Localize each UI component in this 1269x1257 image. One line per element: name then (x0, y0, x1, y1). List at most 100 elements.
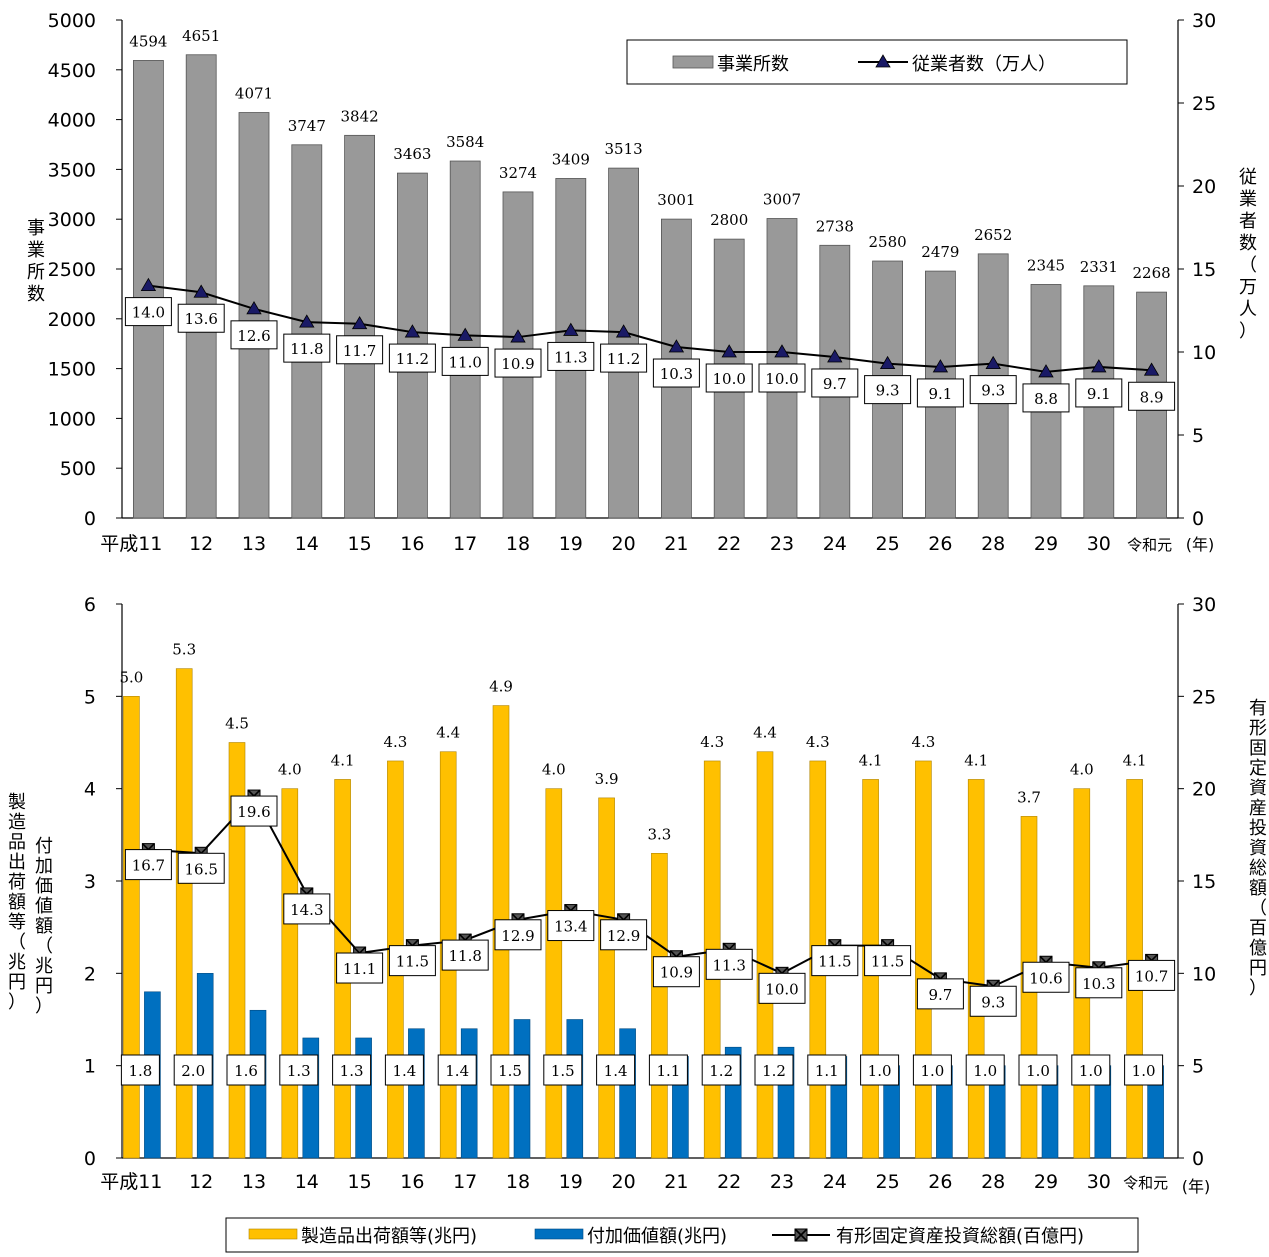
y-left-tick-label: 2 (84, 963, 96, 985)
value-added-label-box (912, 1054, 952, 1086)
bar-value-added (619, 1028, 636, 1159)
employees-label-box (441, 346, 489, 376)
value-added-label-box (490, 1054, 530, 1086)
employees-value-label: 9.3 (876, 382, 900, 400)
y-left-axis-title: 事業所数 (27, 218, 45, 305)
investment-value-label: 11.5 (871, 953, 904, 971)
investment-label-box (230, 795, 278, 827)
shipments-value-label: 4.3 (806, 733, 830, 751)
y-right-tick-label: 25 (1192, 686, 1216, 708)
value-added-value-label: 1.4 (392, 1062, 416, 1080)
value-added-label-box (384, 1054, 424, 1086)
value-added-label-box (754, 1054, 794, 1086)
value-added-label-box (279, 1054, 319, 1086)
x-tick-label: 14 (295, 1171, 319, 1193)
bar-shipments (281, 788, 299, 1159)
investment-value-label: 13.4 (554, 918, 587, 936)
x-tick-label: 24 (823, 1171, 847, 1193)
point-employees (985, 355, 1001, 370)
point-employees (404, 324, 421, 338)
legend-label-establishments: 事業所数 (717, 54, 789, 75)
shipments-value-label: 4.4 (436, 724, 460, 742)
employees-value-label: 8.8 (1034, 390, 1058, 408)
x-tick-label: 26 (928, 533, 952, 555)
employees-value-label: 10.9 (501, 355, 534, 373)
investment-value-label: 12.9 (607, 927, 640, 945)
bar-value-label: 4651 (182, 27, 220, 45)
bar-shipments (598, 797, 615, 1159)
value-added-label-box (1018, 1054, 1058, 1086)
investment-value-label: 9.3 (981, 993, 1005, 1011)
bar-value-label: 3007 (763, 191, 801, 209)
bar-establishments (608, 167, 639, 519)
y-left-tick-label: 3000 (48, 209, 96, 231)
investment-label-box (336, 952, 384, 984)
bar-shipments (651, 852, 668, 1159)
bar-value-label: 3747 (288, 117, 326, 135)
x-tick-label: 17 (453, 533, 477, 555)
x-tick-label: 25 (876, 1171, 900, 1193)
point-employees (668, 339, 685, 353)
value-added-value-label: 1.5 (498, 1062, 522, 1080)
shipments-value-label: 4.0 (542, 761, 566, 779)
value-added-value-label: 1.1 (656, 1062, 680, 1080)
investment-label-box (705, 948, 753, 980)
value-added-value-label: 1.0 (1132, 1062, 1156, 1080)
x-tick-label: 26 (928, 1171, 952, 1193)
x-tick-label: 22 (717, 533, 741, 555)
investment-value-label: 11.3 (712, 956, 745, 974)
y-right-tick-label: 20 (1192, 176, 1216, 198)
investment-value-label: 14.3 (290, 901, 323, 919)
value-added-value-label: 1.2 (762, 1062, 786, 1080)
x-tick-label: 平成11 (100, 533, 162, 555)
x-tick-label: 15 (348, 1171, 372, 1193)
employees-label-box (758, 363, 806, 393)
x-tick-label: 21 (664, 533, 688, 555)
y-left-tick-label: 4500 (48, 60, 96, 82)
value-added-value-label: 1.0 (920, 1062, 944, 1080)
y-left-tick-label: 3 (84, 871, 96, 893)
value-added-value-label: 2.0 (181, 1062, 205, 1080)
y-right-axis-title: 従業者数（万人） (1239, 167, 1257, 342)
investment-label-box (652, 956, 700, 988)
investment-label-box (916, 978, 964, 1010)
value-added-label-box (120, 1054, 160, 1086)
employees-label-box (336, 335, 384, 365)
investment-value-label: 10.3 (1082, 975, 1115, 993)
value-added-value-label: 1.6 (234, 1062, 258, 1080)
y-left-tick-label: 6 (84, 594, 96, 616)
shipments-value-label: 5.3 (172, 641, 196, 659)
bar-shipments (545, 788, 563, 1159)
point-employees (1143, 362, 1160, 376)
employees-value-label: 11.8 (290, 340, 323, 358)
employees-label-box (547, 341, 595, 371)
x-tick-label: 14 (295, 533, 319, 555)
y-right-tick-label: 5 (1192, 425, 1204, 447)
y-left-axis-title-shipments: 製造品出荷額等（兆円） (8, 792, 26, 1013)
investment-value-label: 16.7 (132, 857, 165, 875)
value-added-label-box (648, 1054, 688, 1086)
legend-label-investment: 有形固定資産投資総額(百億円) (836, 1226, 1084, 1247)
x-tick-label: 12 (189, 1171, 213, 1193)
legend-swatch-shipments (248, 1228, 298, 1240)
employees-label-box (177, 303, 225, 333)
shipments-value-label: 4.4 (753, 724, 777, 742)
value-added-label-box (701, 1054, 741, 1086)
bar-shipments (915, 760, 932, 1159)
legend-swatch-establishments (672, 55, 714, 69)
x-tick-label: 17 (453, 1171, 477, 1193)
y-left-tick-label: 2000 (48, 309, 96, 331)
x-tick-label: 22 (717, 1171, 741, 1193)
value-added-value-label: 1.5 (551, 1062, 575, 1080)
investment-value-label: 10.6 (1029, 969, 1062, 987)
value-added-label-box (965, 1054, 1005, 1086)
bar-value-label: 3409 (552, 150, 590, 168)
point-employees (879, 355, 896, 370)
y-left-tick-label: 0 (84, 1148, 96, 1170)
investment-label-box (494, 919, 542, 951)
value-added-label-box (332, 1054, 372, 1086)
x-tick-label: 23 (770, 533, 794, 555)
bar-shipments (756, 751, 774, 1159)
y-left-tick-label: 500 (60, 458, 96, 480)
bar-value-label: 3513 (605, 140, 643, 158)
